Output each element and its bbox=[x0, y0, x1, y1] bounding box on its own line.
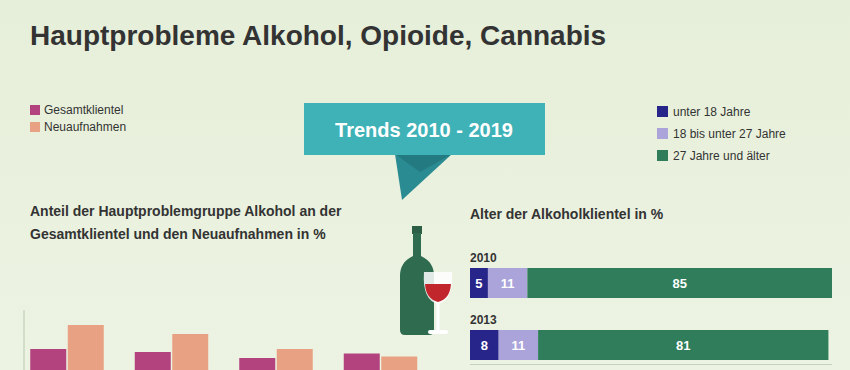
legend-label: Neuaufnahmen bbox=[44, 120, 126, 134]
legend-swatch bbox=[657, 106, 668, 117]
chart-title: Anteil der Hauptproblemgruppe Alkohol an… bbox=[30, 200, 400, 246]
bar bbox=[68, 325, 104, 370]
plot-area bbox=[470, 268, 832, 360]
glass-stem bbox=[437, 303, 440, 331]
glass-bowl bbox=[424, 272, 452, 304]
legend-swatch bbox=[30, 122, 40, 132]
bar bbox=[277, 349, 313, 370]
x-axis bbox=[470, 364, 832, 365]
bar bbox=[239, 358, 275, 370]
banner-box bbox=[304, 103, 545, 155]
stage: Hauptprobleme Alkohol, Opioide, Cannabis… bbox=[0, 0, 850, 370]
bar-segment bbox=[538, 330, 828, 360]
legend-label: 27 Jahre und älter bbox=[673, 149, 770, 163]
bar bbox=[135, 352, 171, 370]
legend-label: unter 18 Jahre bbox=[673, 105, 751, 119]
bar-segment bbox=[499, 330, 538, 360]
glass-wine bbox=[425, 284, 451, 302]
bottle-cap bbox=[412, 226, 422, 234]
chart-title: Alter der Alkoholklientel in % bbox=[470, 206, 664, 222]
canvas: Hauptprobleme Alkohol, Opioide, Cannabis… bbox=[0, 0, 850, 370]
bar-segment bbox=[488, 268, 527, 298]
data-label: 11 bbox=[501, 276, 515, 291]
wine-icon bbox=[400, 226, 452, 335]
banner-text: Trends 2010 - 2019 bbox=[335, 119, 513, 141]
bar bbox=[344, 354, 380, 370]
legend-swatch bbox=[657, 128, 668, 139]
plot-area bbox=[30, 325, 417, 370]
legend-swatch bbox=[30, 105, 40, 115]
y-axis bbox=[24, 310, 25, 370]
bar bbox=[172, 334, 208, 370]
banner: Trends 2010 - 2019 bbox=[304, 103, 545, 200]
legend-swatch bbox=[657, 150, 668, 161]
category-label: 2013 bbox=[470, 313, 497, 327]
data-labels: 5 11 85 8 11 81 bbox=[475, 276, 690, 353]
data-label: 81 bbox=[676, 338, 690, 353]
category-label: 2010 bbox=[470, 251, 497, 265]
bar-segment bbox=[470, 268, 488, 298]
bar bbox=[381, 357, 417, 370]
data-label: 85 bbox=[672, 276, 686, 291]
data-label: 11 bbox=[512, 338, 526, 353]
banner-fold bbox=[395, 154, 452, 172]
legend-label: Gesamtklientel bbox=[44, 103, 123, 117]
data-label: 8 bbox=[481, 338, 488, 353]
data-label: 5 bbox=[475, 276, 482, 291]
bar bbox=[30, 349, 66, 370]
legend-label: 18 bis unter 27 Jahre bbox=[673, 127, 786, 141]
bar-segment bbox=[527, 268, 832, 298]
glass-base bbox=[428, 330, 448, 334]
page-title: Hauptprobleme Alkohol, Opioide, Cannabis bbox=[30, 20, 606, 51]
bar-segment bbox=[470, 330, 499, 360]
banner-tail bbox=[395, 154, 452, 200]
